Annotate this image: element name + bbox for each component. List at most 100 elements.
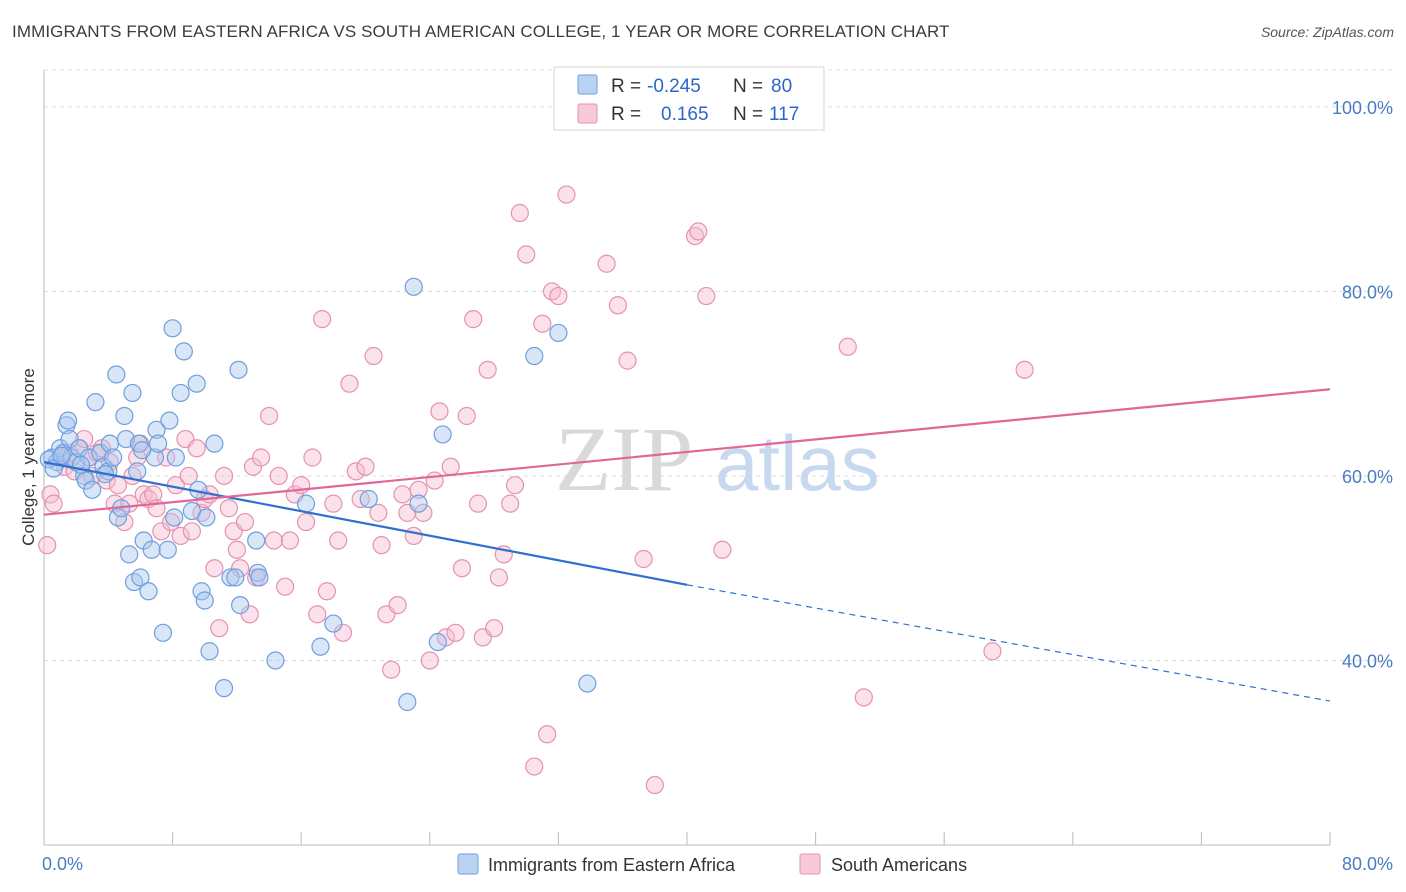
legend-r-label-1: R = <box>611 76 641 97</box>
blue-point-63 <box>324 614 343 633</box>
pink-point-74 <box>388 596 407 615</box>
pink-point-81 <box>425 471 444 490</box>
pink-point-117 <box>983 642 1002 661</box>
blue-point-48 <box>195 591 214 610</box>
pink-point-57 <box>296 512 316 532</box>
chart-title: IMMIGRANTS FROM EASTERN AFRICA VS SOUTH … <box>12 22 950 41</box>
y-tick-label-2: 60.0% <box>1342 467 1393 487</box>
pink-point-63 <box>329 531 348 550</box>
blue-point-54 <box>226 568 245 587</box>
pink-point-84 <box>441 457 460 476</box>
pink-point-98 <box>517 245 536 264</box>
blue-point-65 <box>398 692 417 712</box>
blue-point-71 <box>549 323 568 343</box>
legend-swatch-pink <box>577 103 598 124</box>
blue-point-23 <box>115 406 134 426</box>
blue-point-57 <box>247 531 266 550</box>
pink-point-24 <box>144 485 163 504</box>
legend-n-label-2: N = <box>733 104 763 125</box>
y-axis-label: College, 1 year or more <box>19 368 38 546</box>
blue-point-43 <box>171 383 190 403</box>
blue-point-79 <box>182 501 201 521</box>
blue-point-35 <box>147 420 166 439</box>
pink-point-88 <box>464 310 483 329</box>
blue-point-51 <box>205 434 224 453</box>
bottom-legend-label-1: Immigrants from Eastern Africa <box>488 855 736 875</box>
pink-point-13 <box>97 471 116 490</box>
pink-trend-line <box>43 388 1331 516</box>
pink-point-66 <box>346 462 365 481</box>
pink-point-2 <box>44 494 63 513</box>
pink-point-114 <box>713 540 732 559</box>
pink-point-82 <box>430 402 449 421</box>
pink-point-75 <box>393 485 412 504</box>
blue-point-52 <box>214 679 234 698</box>
blue-point-66 <box>404 277 423 296</box>
bottom-legend-swatch-pink <box>799 853 821 875</box>
pink-point-26 <box>152 522 171 541</box>
pink-point-41 <box>219 499 238 518</box>
blue-point-75 <box>52 446 71 465</box>
pink-point-110 <box>645 775 664 795</box>
pink-point-116 <box>854 688 873 707</box>
blue-point-72 <box>578 674 597 693</box>
pink-point-44 <box>231 559 250 578</box>
pink-point-58 <box>303 448 322 467</box>
pink-point-85 <box>446 623 465 642</box>
bottom-legend-label-2: South Americans <box>831 855 967 875</box>
blue-point-40 <box>163 319 182 338</box>
blue-point-20 <box>107 365 126 384</box>
blue-point-61 <box>296 494 316 513</box>
legend-n-value-1: 80 <box>771 76 792 97</box>
blue-point-13 <box>83 480 102 499</box>
blue-point-14 <box>86 393 105 412</box>
x-tick-label-1: 80.0% <box>1342 854 1393 874</box>
pink-point-69 <box>364 346 383 366</box>
pink-point-61 <box>317 582 337 601</box>
blue-point-5 <box>60 429 79 449</box>
pink-point-113 <box>697 286 716 306</box>
pink-point-112 <box>689 222 708 241</box>
eastern-africa-points <box>39 277 597 712</box>
pink-point-91 <box>478 360 497 379</box>
blue-point-30 <box>131 568 150 587</box>
blue-point-64 <box>359 489 378 509</box>
pink-point-101 <box>538 725 557 744</box>
blue-point-38 <box>158 540 177 559</box>
trend-lines <box>43 388 1331 702</box>
x-tick-label-0: 0.0% <box>42 854 83 874</box>
blue-point-53 <box>221 568 240 587</box>
pink-point-104 <box>557 185 576 204</box>
tick-labels: 100.0% 80.0% 60.0% 40.0% 0.0% 80.0% <box>42 98 1393 874</box>
pink-point-73 <box>382 660 401 679</box>
blue-point-42 <box>166 448 185 467</box>
legend-n-label-1: N = <box>733 76 763 97</box>
pink-point-33 <box>182 522 201 541</box>
legend-box <box>553 66 825 131</box>
pink-point-30 <box>171 526 190 546</box>
legend-r-value-1: -0.245 <box>647 76 701 97</box>
source-credit: Source: ZipAtlas.com <box>1260 24 1394 40</box>
blue-trend-line <box>43 461 688 586</box>
blue-trend-extension <box>686 584 1331 702</box>
pink-point-32 <box>179 466 198 486</box>
south-americans-points <box>38 97 1034 795</box>
pink-point-89 <box>468 494 488 513</box>
pink-point-52 <box>269 466 288 486</box>
pink-point-99 <box>525 757 544 776</box>
pink-point-59 <box>308 605 327 624</box>
pink-point-65 <box>340 374 359 393</box>
blue-point-39 <box>160 411 179 430</box>
blue-point-36 <box>149 434 168 453</box>
pink-point-92 <box>485 619 504 638</box>
pink-point-0 <box>38 536 57 555</box>
blue-point-45 <box>187 374 206 393</box>
pink-point-106 <box>608 296 627 315</box>
correlation-legend: R = -0.245 N = 80 R = 0.165 N = 117 <box>553 66 825 131</box>
pink-point-77 <box>404 526 423 546</box>
pink-point-118 <box>1015 360 1034 379</box>
pink-point-64 <box>333 623 353 642</box>
blue-point-78 <box>132 441 152 460</box>
pink-point-62 <box>324 494 343 513</box>
